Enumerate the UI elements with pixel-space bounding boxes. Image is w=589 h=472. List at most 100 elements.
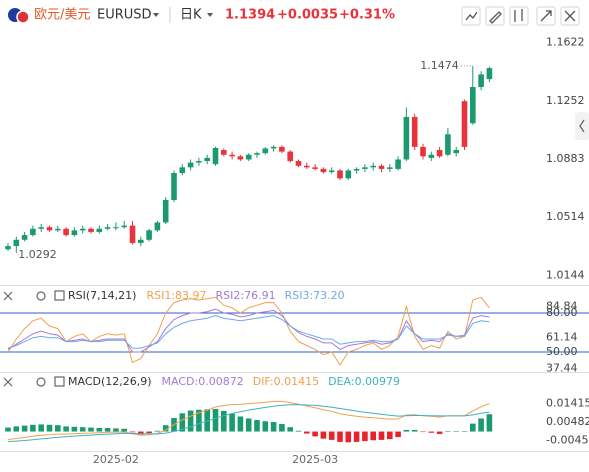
candle-body [79, 228, 86, 231]
macd-bar [96, 427, 103, 432]
dropdown-icon[interactable] [207, 13, 213, 17]
candle-type-button[interactable] [509, 6, 529, 26]
candle-body [387, 167, 393, 169]
candle-type-icon [514, 9, 523, 22]
macd-bar [71, 426, 78, 432]
macd-bar [353, 431, 360, 442]
change: +0.0035 [277, 8, 338, 23]
macd-bar [13, 426, 20, 432]
macd-bar [445, 431, 451, 432]
candle-body [337, 170, 343, 179]
change-percent: +0.31% [339, 8, 395, 23]
symbol[interactable]: EURUSD [97, 8, 152, 23]
macd-bar [237, 416, 244, 432]
y-tick-label: 0.01415 [546, 396, 589, 409]
legend-entry: RSI2:76.91 [216, 289, 276, 302]
legend-entry: DIF:0.01415 [253, 375, 319, 388]
candle-body [304, 165, 310, 168]
legend-entry: MACD:0.00872 [162, 375, 244, 388]
candle-body [436, 150, 443, 157]
macd-bar [295, 430, 302, 432]
params-icon[interactable] [54, 290, 65, 301]
close-indicator-icon[interactable] [3, 377, 13, 387]
macd-bar [270, 422, 277, 432]
pair-name[interactable]: 欧元/美元 [34, 8, 90, 23]
candle-body [270, 146, 277, 149]
candle-body [71, 230, 78, 236]
candle-body [353, 168, 360, 171]
close-button[interactable] [560, 6, 580, 26]
candle-body [395, 159, 401, 169]
macd-bar [138, 431, 144, 435]
candle-body [179, 167, 186, 174]
candle-body [312, 167, 318, 169]
macd-bar [187, 410, 194, 432]
macd-bar [146, 431, 152, 434]
macd-bar [162, 425, 169, 432]
close-indicator-icon[interactable] [3, 291, 13, 301]
macd-bar [204, 409, 210, 432]
fullscreen-button[interactable] [536, 6, 556, 26]
legend-entry: RSI3:73.20 [285, 289, 345, 302]
macd-bar [254, 420, 260, 432]
macd-bar [378, 431, 385, 440]
candle-body [154, 222, 161, 231]
settings-icon[interactable] [36, 291, 46, 301]
indicator-button[interactable] [461, 6, 481, 26]
macd-bar [453, 431, 459, 432]
candle-body [486, 68, 493, 80]
candle-body [104, 227, 111, 229]
candle-body [221, 150, 227, 155]
rsi-line [7, 315, 490, 349]
dropdown-icon[interactable] [153, 13, 159, 17]
candle-body [478, 74, 484, 88]
candle-body [13, 239, 20, 247]
y-tick-label: -0.00451 [546, 433, 589, 446]
macd-bar [46, 424, 53, 432]
candle-body [88, 228, 94, 232]
candle-body [129, 225, 136, 243]
macd-bar [461, 431, 468, 432]
macd-bar [337, 431, 343, 442]
leader-line [15, 251, 19, 256]
macd-bar [229, 413, 235, 432]
draw-button[interactable] [485, 6, 505, 26]
indicator-icon [465, 11, 478, 21]
candle-body [345, 170, 352, 179]
params-icon[interactable] [54, 376, 65, 387]
candle-body [21, 235, 28, 240]
macd-bar [304, 431, 310, 434]
macd-bar [428, 431, 435, 433]
candle-body [171, 173, 177, 200]
candle-body [5, 246, 11, 250]
candle-body [46, 227, 53, 231]
y-tick-label: 84.84 [546, 300, 578, 313]
candle-body [254, 153, 260, 155]
macd-bar [387, 431, 393, 440]
y-tick-label: 1.0144 [546, 268, 585, 281]
min-price-label: 1.0292 [18, 248, 57, 261]
macd-bar [129, 431, 136, 433]
y-tick-label: 80.00 [546, 306, 578, 319]
settings-icon[interactable] [36, 377, 46, 387]
macd-bar [279, 424, 285, 432]
macd-bar [420, 431, 426, 433]
macd-bar [179, 413, 186, 432]
y-tick-label: 1.1252 [546, 94, 585, 107]
period[interactable]: 日K [180, 8, 202, 23]
candle-body [146, 230, 152, 240]
side-tab-icon [579, 119, 585, 133]
candle-body [362, 167, 368, 169]
x-tick-label: 2025-02 [93, 453, 139, 466]
y-tick-label: 1.0514 [546, 210, 585, 223]
macd-bar [395, 431, 401, 438]
macd-bar [30, 424, 36, 432]
fullscreen-icon [540, 10, 552, 22]
candle-body [237, 156, 244, 160]
macd-bar [478, 418, 484, 432]
macd-bar [113, 428, 119, 432]
macd-bar [345, 431, 352, 443]
side-tab[interactable] [575, 112, 589, 140]
candle-body [121, 225, 127, 228]
macd-bar [79, 427, 86, 432]
